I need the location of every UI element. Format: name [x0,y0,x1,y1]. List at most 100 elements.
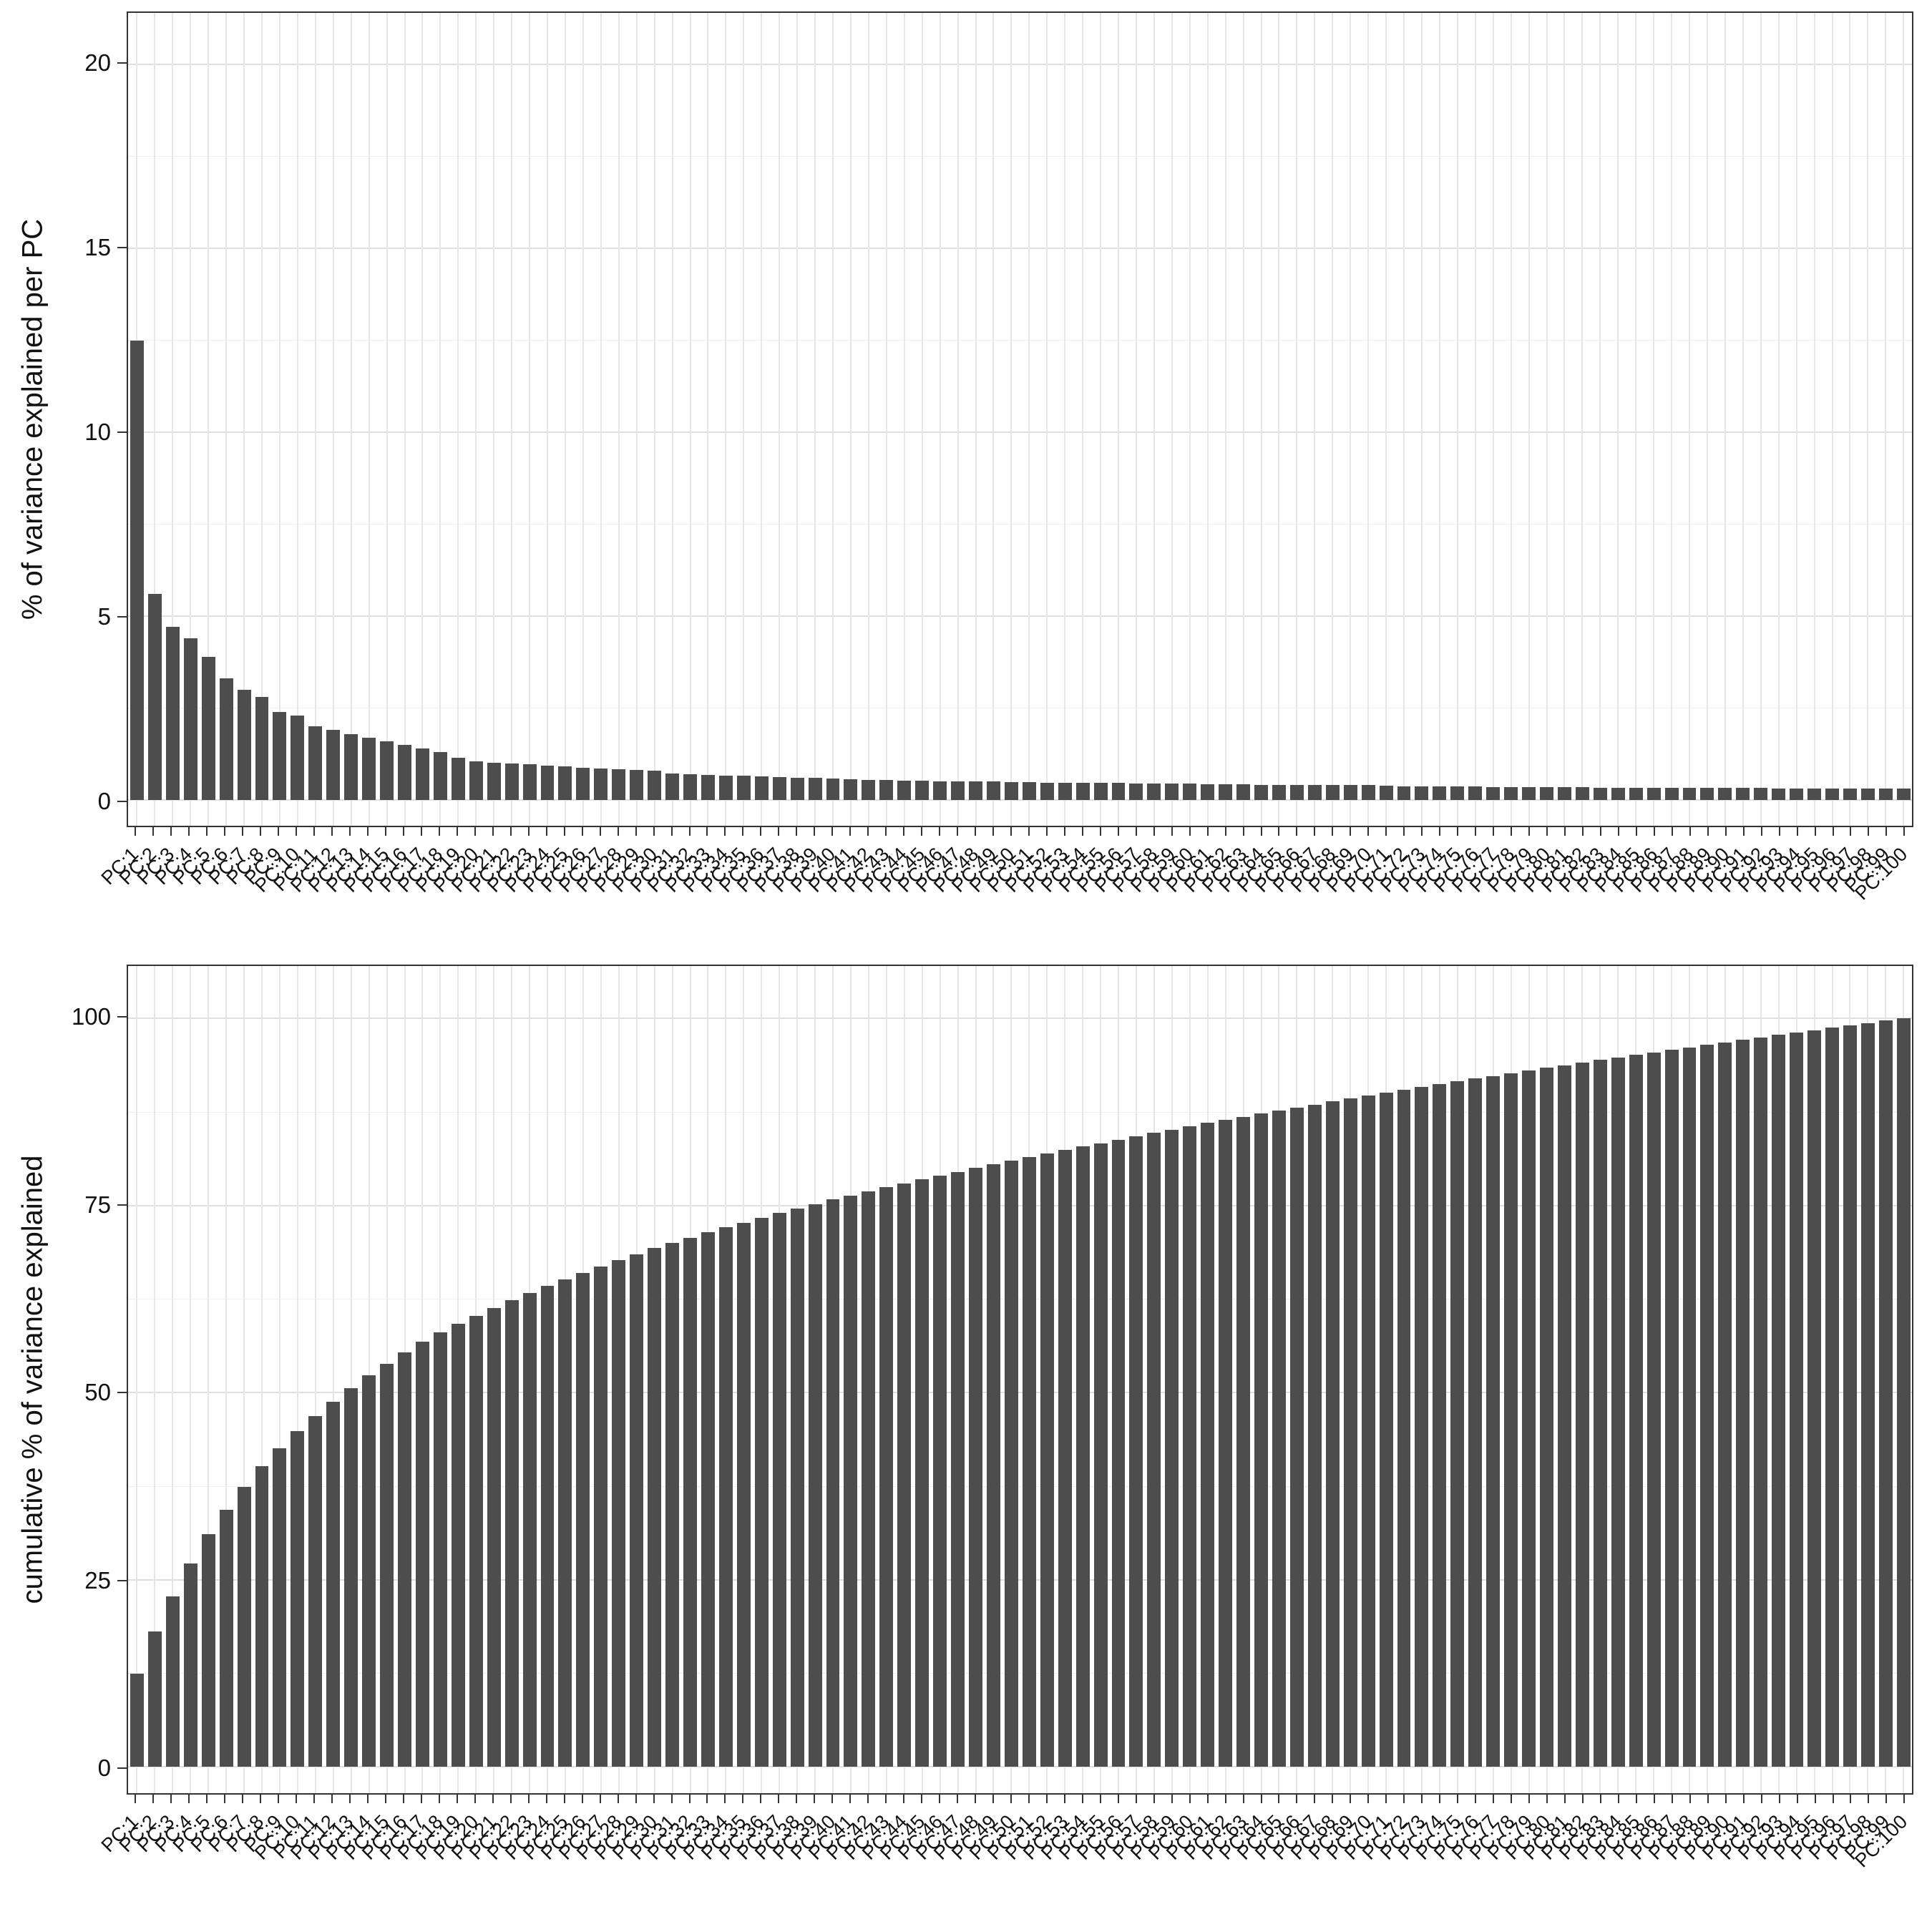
vertical-gridline [1135,13,1137,826]
category-slot [1556,966,1574,1793]
x-tick-mark [456,1795,458,1803]
bar [933,781,947,801]
y-axis-title-container: % of variance explained per PC [7,11,59,827]
x-axis-slot: PC:22 [465,827,519,965]
x-axis-slot: PC:96 [1787,827,1842,965]
vertical-gridline [975,13,977,826]
x-axis-slot: PC:65 [1233,1795,1288,1922]
x-tick-mark [778,1795,780,1803]
x-axis-slot: PC:63 [1198,827,1252,965]
x-axis-slot: PC:43 [840,827,895,965]
x-tick-mark [385,1795,387,1803]
vertical-gridline [1260,13,1262,826]
x-tick-mark [1653,827,1655,836]
category-slot [485,966,503,1793]
x-axis-slot: PC:47 [912,1795,967,1922]
x-tick-mark [224,1795,226,1803]
x-tick-mark [188,1795,190,1803]
bar [1093,783,1108,801]
bar [1468,1078,1483,1767]
category-slot [1199,966,1216,1793]
x-axis-slot: PC:15 [340,827,395,965]
x-axis-slot: PC:83 [1555,1795,1609,1922]
category-slot [467,13,485,826]
vertical-gridline [332,13,334,826]
bar [1807,1030,1822,1767]
vertical-gridline [1581,13,1584,826]
x-tick-mark [1081,1795,1083,1803]
x-axis-slot: PC:6 [187,827,234,965]
x-tick-mark [1796,1795,1798,1803]
category-slot [235,13,253,826]
vertical-gridline [1742,13,1744,826]
vertical-gridline [368,13,370,826]
x-tick-mark [617,827,619,836]
bar [808,778,822,801]
category-slot [1360,13,1377,826]
x-axis-slot: PC:64 [1215,827,1270,965]
x-tick-mark [1332,827,1334,836]
bar [1325,785,1340,801]
bar [1272,1111,1286,1767]
x-tick-mark [688,1795,691,1803]
x-tick-mark [1117,827,1119,836]
bar [1629,1055,1643,1767]
category-slot [1377,966,1395,1793]
vertical-gridline [208,966,210,1793]
category-slot [1234,966,1252,1793]
x-tick-mark [1224,1795,1226,1803]
x-axis-slot: PC:84 [1573,827,1627,965]
y-tick-mark [117,1016,127,1018]
x-tick-mark [581,1795,583,1803]
x-axis-slot: PC:24 [501,1795,555,1922]
x-tick-mark [1671,827,1673,836]
x-axis-slot: PC:94 [1752,827,1806,965]
x-tick-mark [1493,1795,1495,1803]
x-tick-mark [492,1795,494,1803]
x-axis-slot: PC:25 [519,827,573,965]
x-axis-slot: PC:15 [340,1795,395,1922]
bar [897,1183,912,1767]
bar [183,638,197,801]
vertical-gridline [1760,13,1762,826]
category-slot [1199,13,1216,826]
bar [1415,1086,1429,1767]
category-slot [306,966,324,1793]
x-axis-slot: PC:92 [1716,1795,1770,1922]
category-slot [610,966,628,1793]
category-slot [182,13,200,826]
bar [612,769,626,801]
x-tick-mark [278,827,280,836]
y-tick-label: 20 [84,49,111,77]
x-axis-slot: PC:19 [411,827,466,965]
x-tick-mark [1475,1795,1477,1803]
x-tick-mark [992,827,994,836]
x-tick-mark [563,827,565,836]
x-tick-mark [1296,827,1298,836]
x-tick-mark [1581,827,1584,836]
x-tick-mark [1010,827,1012,836]
x-tick-mark [831,827,834,836]
x-tick-mark [1528,1795,1531,1803]
x-tick-mark [903,1795,905,1803]
category-slot [1609,966,1627,1793]
category-slot [1645,13,1663,826]
bar [380,1363,394,1767]
vertical-gridline [1903,13,1905,826]
bar [1540,786,1553,801]
x-axis-slot: PC:11 [270,1795,323,1922]
bar [1860,1023,1875,1767]
category-slot [1413,13,1431,826]
variance-per-pc-chart: % of variance explained per PC 0 5 10 15 20 … [7,11,1913,965]
x-axis-slot: PC:40 [786,1795,841,1922]
y-tick-mark [117,1579,127,1581]
vertical-gridline [1010,13,1013,826]
bar [308,726,323,801]
x-tick-mark [1903,827,1906,836]
vertical-gridline [1849,13,1851,826]
x-tick-mark [1421,1795,1423,1803]
bar [469,1315,483,1767]
x-axis-slot: PC:79 [1483,1795,1538,1922]
category-slot [1413,966,1431,1793]
vertical-gridline [1635,13,1637,826]
